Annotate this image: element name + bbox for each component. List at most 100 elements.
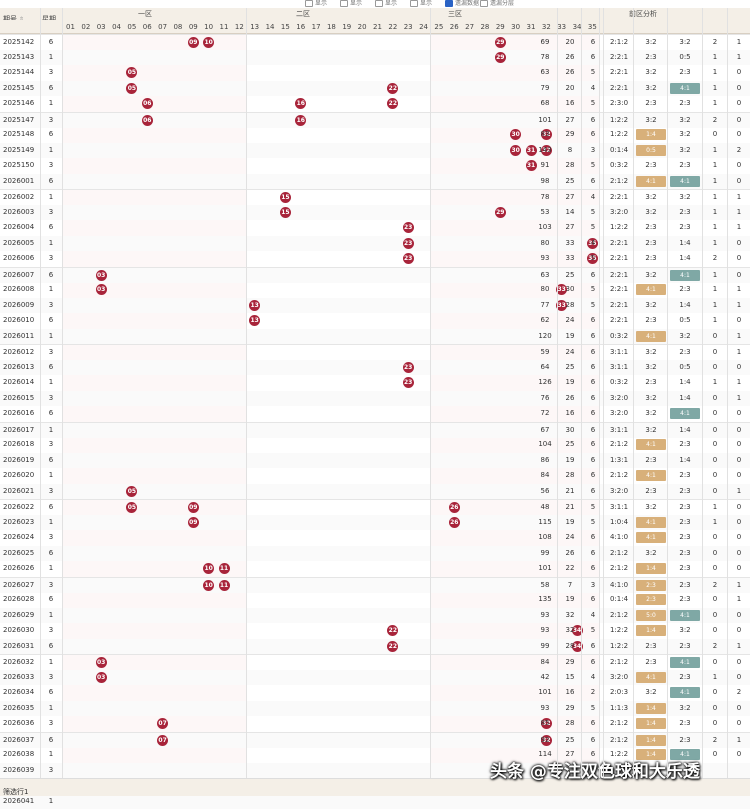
drawn-ball[interactable]: 23 [403,377,414,388]
drawn-ball[interactable]: 23 [403,253,414,264]
number-header-17[interactable]: 17 [309,23,324,31]
drawn-ball[interactable]: 22 [387,641,398,652]
number-header-30[interactable]: 30 [508,23,523,31]
toolbar-option-5[interactable]: 遗漏数据 [445,0,479,7]
drawn-ball[interactable]: 05 [126,67,137,78]
drawn-ball[interactable]: 29 [495,52,506,63]
number-header-05[interactable]: 05 [124,23,139,31]
drawn-ball[interactable]: 06 [142,98,153,109]
number-header-02[interactable]: 02 [78,23,93,31]
drawn-ball[interactable]: 03 [96,657,107,668]
number-header-11[interactable]: 11 [217,23,232,31]
drawn-ball[interactable]: 23 [403,222,414,233]
toolbar-option-3[interactable]: 显示 [375,0,397,7]
number-header-28[interactable]: 28 [477,23,492,31]
drawn-ball[interactable]: 10 [203,563,214,574]
drawn-ball[interactable]: 30 [510,145,521,156]
drawn-ball[interactable]: 09 [188,517,199,528]
drawn-ball[interactable]: 15 [280,192,291,203]
drawn-ball[interactable]: 22 [387,83,398,94]
number-header-19[interactable]: 19 [339,23,354,31]
drawn-ball[interactable]: 23 [403,238,414,249]
drawn-ball[interactable]: 13 [249,300,260,311]
drawn-ball[interactable]: 15 [280,207,291,218]
drawn-ball[interactable]: 03 [96,672,107,683]
drawn-ball[interactable]: 26 [449,517,460,528]
drawn-ball[interactable]: 05 [126,486,137,497]
number-header-01[interactable]: 01 [63,23,78,31]
drawn-ball[interactable]: 11 [219,563,230,574]
toolbar-option-2[interactable]: 显示 [340,0,362,7]
number-header-31[interactable]: 31 [524,23,539,31]
drawn-ball[interactable]: 10 [203,580,214,591]
number-header-32[interactable]: 32 [539,23,554,31]
number-header-06[interactable]: 06 [140,23,155,31]
drawn-ball[interactable]: 10 [203,37,214,48]
number-header-35[interactable]: 35 [585,23,600,31]
drawn-ball[interactable]: 16 [295,115,306,126]
number-header-29[interactable]: 29 [493,23,508,31]
checkbox[interactable] [410,0,418,7]
drawn-ball[interactable]: 29 [495,37,506,48]
number-header-16[interactable]: 16 [293,23,308,31]
drawn-ball[interactable]: 06 [142,115,153,126]
drawn-ball[interactable]: 09 [188,37,199,48]
drawn-ball[interactable]: 03 [96,284,107,295]
number-header-08[interactable]: 08 [170,23,185,31]
number-header-27[interactable]: 27 [462,23,477,31]
toolbar-option-1[interactable]: 显示 [305,0,327,7]
drawn-ball[interactable]: 11 [219,580,230,591]
number-header-09[interactable]: 09 [186,23,201,31]
checkbox[interactable] [340,0,348,7]
drawn-ball[interactable]: 29 [495,207,506,218]
number-header-22[interactable]: 22 [385,23,400,31]
checkbox[interactable] [480,0,488,7]
drawn-ball[interactable]: 05 [126,502,137,513]
number-header-26[interactable]: 26 [447,23,462,31]
number-header-24[interactable]: 24 [416,23,431,31]
drawn-ball[interactable]: 09 [188,502,199,513]
checkbox[interactable] [305,0,313,7]
number-header-25[interactable]: 25 [431,23,446,31]
drawn-ball[interactable]: 22 [387,625,398,636]
number-header-21[interactable]: 21 [370,23,385,31]
number-header-03[interactable]: 03 [94,23,109,31]
checkbox[interactable] [375,0,383,7]
